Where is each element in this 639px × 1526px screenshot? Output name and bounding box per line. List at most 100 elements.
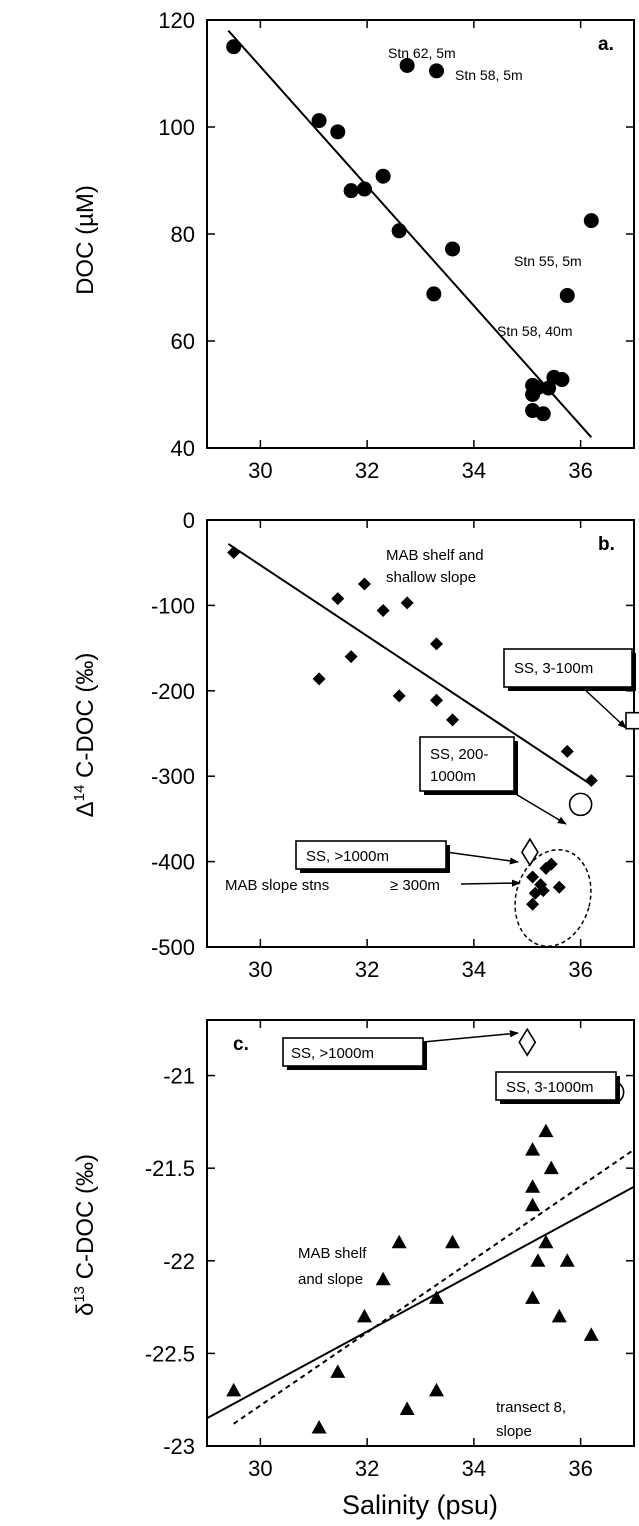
fit-line <box>227 543 592 786</box>
y-tick-label: 100 <box>158 115 195 140</box>
data-point <box>559 1253 575 1267</box>
panel-a-points <box>226 39 599 422</box>
annotation-transect8-1: transect 8, <box>496 1399 566 1416</box>
data-point <box>430 637 444 651</box>
x-tick-label: 34 <box>462 957 486 982</box>
fit-line <box>206 1185 635 1420</box>
panel-c-ylabel: δ13 C-DOC (‰) <box>71 1154 99 1316</box>
panel-b-d14c: 30 32 34 36 0 -100 -200 -300 -400 -500 b. MAB she… <box>71 508 639 982</box>
data-point <box>525 1197 541 1212</box>
data-point <box>530 380 546 396</box>
y-tick-label: 80 <box>171 222 195 247</box>
data-point <box>399 1401 415 1415</box>
annotation-stn58-5m: Stn 58, 5m <box>455 67 523 83</box>
data-point <box>429 63 445 79</box>
y-tick-label: 60 <box>171 329 195 354</box>
data-point <box>538 1123 554 1138</box>
open-square-point <box>625 711 639 730</box>
fit-line <box>227 30 593 438</box>
y-tick-label: -22.5 <box>145 1341 195 1366</box>
panel-a-frame <box>206 19 635 449</box>
data-point <box>399 57 415 73</box>
annotation-transect8-2: slope <box>496 1423 532 1440</box>
dashed-fit-line <box>233 1148 635 1425</box>
arrow-ss-3-100m <box>581 686 627 729</box>
data-point <box>392 689 406 703</box>
data-point <box>534 878 548 892</box>
data-point <box>445 241 461 257</box>
data-point <box>312 672 326 686</box>
annotation-stn62: Stn 62, 5m <box>388 45 456 61</box>
x-axis-label: Salinity (psu) <box>342 1490 498 1520</box>
panel-b-open-points <box>520 711 639 867</box>
panel-a-label: a. <box>598 34 614 55</box>
panel-b-ticks: 30 32 34 36 0 -100 -200 -300 -400 -500 <box>151 508 634 982</box>
open-circle-point <box>568 792 593 817</box>
panel-b-fit <box>227 543 592 786</box>
x-tick-label: 36 <box>568 1456 592 1481</box>
data-point <box>426 286 442 302</box>
y-tick-label: -100 <box>151 593 195 618</box>
data-point <box>226 39 242 55</box>
box-c-ss-gt-1000m <box>282 1037 424 1067</box>
data-point <box>391 1234 407 1249</box>
panel-b-label: b. <box>598 534 615 555</box>
data-point <box>535 406 551 422</box>
panel-c-points <box>226 1123 599 1434</box>
data-point <box>376 604 390 618</box>
box-ss-200-1000m <box>419 736 515 792</box>
data-point <box>330 1364 346 1378</box>
panel-a-ylabel: DOC (µM) <box>72 185 99 295</box>
data-point <box>391 223 407 239</box>
y-tick-label: 0 <box>183 508 195 533</box>
data-point <box>446 713 460 727</box>
arrow-c-ss-gt-1000m <box>422 1030 519 1043</box>
box-c-ss-3-1000m-text: SS, 3-1000m <box>506 1079 594 1096</box>
data-point <box>559 288 575 304</box>
x-tick-label: 32 <box>355 1456 379 1481</box>
data-point <box>543 1160 559 1175</box>
data-point <box>311 113 327 129</box>
slope-stations-ellipse <box>514 848 592 948</box>
x-tick-label: 34 <box>462 458 486 483</box>
panel-c-fit <box>206 1148 635 1425</box>
annotation-ge-300m: ≥ 300m <box>390 877 440 894</box>
data-point <box>525 1179 541 1193</box>
x-tick-label: 36 <box>568 957 592 982</box>
annotation-mab-shelf-1: MAB shelf and <box>386 547 484 564</box>
y-tick-label: -400 <box>151 850 195 875</box>
x-tick-label: 36 <box>568 458 592 483</box>
data-point <box>526 870 540 884</box>
data-point <box>525 1142 541 1156</box>
data-point <box>343 183 359 199</box>
panel-b-ylabel: Δ14 C-DOC (‰) <box>71 653 99 818</box>
data-point <box>400 596 414 610</box>
data-point <box>344 650 358 664</box>
open-diamond-point <box>518 1027 537 1057</box>
annotation-stn58-40m: Stn 58, 40m <box>497 323 573 339</box>
annotation-mab-shelf-2: shallow slope <box>386 569 476 586</box>
panel-a-ticks: 30 32 34 36 40 60 80 100 120 <box>158 8 634 483</box>
box-c-ss-3-1000m <box>495 1071 617 1101</box>
data-point <box>429 1382 445 1397</box>
data-point <box>357 577 371 591</box>
box-ss-3-100m-text: SS, 3-100m <box>514 660 593 677</box>
data-point <box>552 880 566 894</box>
x-tick-label: 30 <box>248 1456 272 1481</box>
data-point <box>429 1290 445 1304</box>
y-tick-label: -21 <box>163 1064 195 1089</box>
data-point <box>356 181 372 197</box>
data-point <box>583 213 599 229</box>
annotation-shelf-slope-2: and slope <box>298 1271 363 1288</box>
data-point <box>584 773 598 787</box>
y-tick-label: -23 <box>163 1434 195 1459</box>
box-ss-200-1000m-text-1: SS, 200- <box>430 746 488 763</box>
y-tick-label: -300 <box>151 764 195 789</box>
data-point <box>526 897 540 911</box>
box-ss-200-1000m-text-2: 1000m <box>430 768 476 785</box>
x-tick-label: 30 <box>248 458 272 483</box>
panel-a-doc: 30 32 34 36 40 60 80 100 120 a. Stn 62, 5m Stn 5… <box>72 8 635 483</box>
data-point <box>227 545 241 559</box>
y-tick-label: 120 <box>158 8 195 33</box>
data-point <box>375 168 391 184</box>
